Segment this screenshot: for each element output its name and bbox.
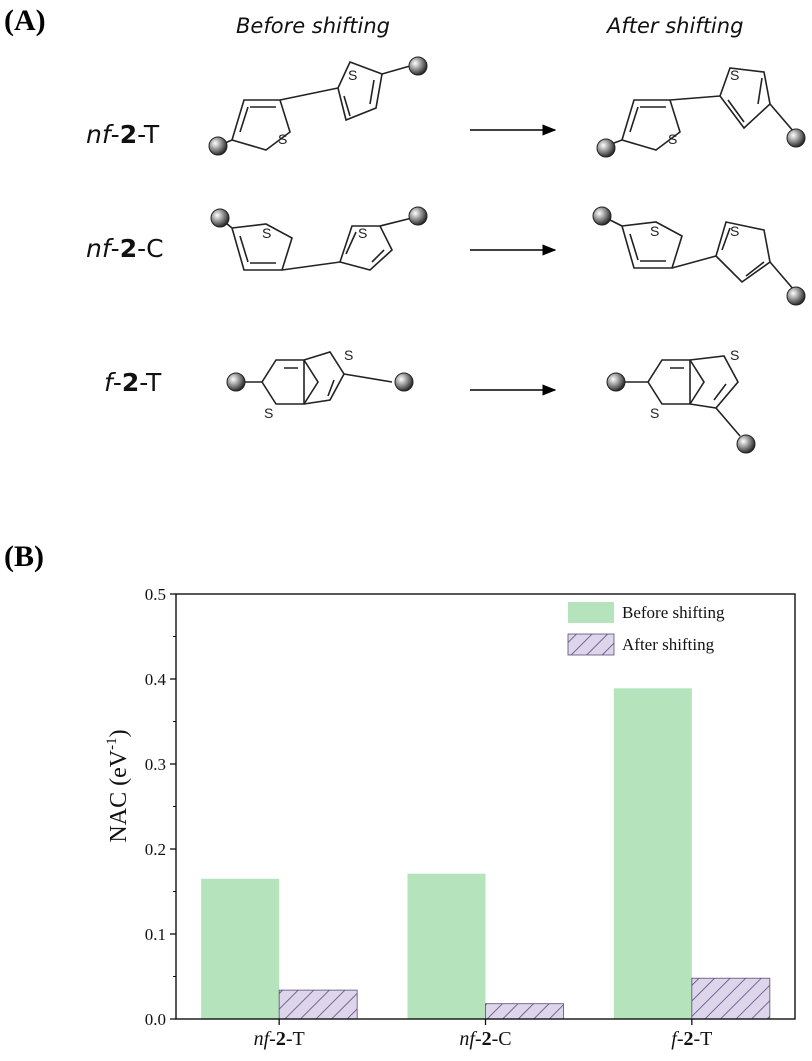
molecule-nf2T-before xyxy=(208,56,428,156)
molecule-scheme: S S S S S S S S xyxy=(208,56,806,454)
y-tick-label: 0.2 xyxy=(145,840,166,859)
molecule-nf2C-after xyxy=(592,206,806,306)
molecule-f2T-before xyxy=(226,351,414,405)
x-tick-label: nf-2-C xyxy=(459,1028,511,1050)
row-label-nf-2-C: nf-2-C xyxy=(86,234,164,263)
x-tick-label: nf-2-T xyxy=(254,1028,305,1050)
svg-text:S: S xyxy=(730,67,739,83)
bar-after-1 xyxy=(485,1003,564,1020)
bar-before-2 xyxy=(613,688,692,1019)
svg-text:S: S xyxy=(344,347,353,363)
before-shifting-header: Before shifting xyxy=(236,14,390,38)
svg-text:S: S xyxy=(650,223,659,239)
molecule-nf2C-before xyxy=(210,206,428,271)
panel-b-label: (B) xyxy=(4,540,44,573)
legend-label-after: After shifting xyxy=(622,635,715,654)
legend-label-before: Before shifting xyxy=(622,603,725,622)
bar-after-0 xyxy=(278,989,358,1020)
y-tick-label: 0.3 xyxy=(145,755,166,774)
bar-before-0 xyxy=(201,878,280,1019)
y-tick-label: 0.5 xyxy=(145,585,166,604)
legend-swatch-before xyxy=(568,602,614,623)
molecule-nf2T-after xyxy=(596,67,806,158)
legend: Before shifting After shifting xyxy=(567,602,725,656)
bars-layer xyxy=(201,688,771,1020)
bar-before-1 xyxy=(407,873,486,1019)
sulfur-label: S xyxy=(278,131,287,147)
x-tick-label: f-2-T xyxy=(671,1028,712,1050)
y-tick-label: 0.4 xyxy=(145,670,167,689)
svg-text:S: S xyxy=(730,223,739,239)
after-shifting-header: After shifting xyxy=(607,14,744,38)
svg-text:S: S xyxy=(668,131,677,147)
svg-text:S: S xyxy=(262,225,271,241)
bar-chart: 0.0 0.1 0.2 0.3 0.4 0.5 nf-2-T nf-2-C f-2-T Befo… xyxy=(104,585,796,1050)
y-tick-label: 0.0 xyxy=(145,1010,166,1029)
molecule-f2T-after xyxy=(606,355,756,454)
y-axis-title: NAC (eV-1) xyxy=(104,729,132,842)
row-label-nf-2-T: nf-2-T xyxy=(86,120,160,149)
legend-swatch-after xyxy=(567,633,615,656)
sulfur-label: S xyxy=(348,67,357,83)
panel-a-label: (A) xyxy=(4,4,46,37)
svg-text:S: S xyxy=(264,405,273,421)
row-label-f-2-T: f-2-T xyxy=(104,368,162,397)
axes-layer: 0.0 0.1 0.2 0.3 0.4 0.5 nf-2-T nf-2-C f-2-T xyxy=(145,585,796,1050)
svg-text:S: S xyxy=(650,405,659,421)
bar-after-2 xyxy=(691,977,771,1020)
y-tick-label: 0.1 xyxy=(145,925,166,944)
svg-text:S: S xyxy=(730,347,739,363)
svg-text:S: S xyxy=(358,225,367,241)
